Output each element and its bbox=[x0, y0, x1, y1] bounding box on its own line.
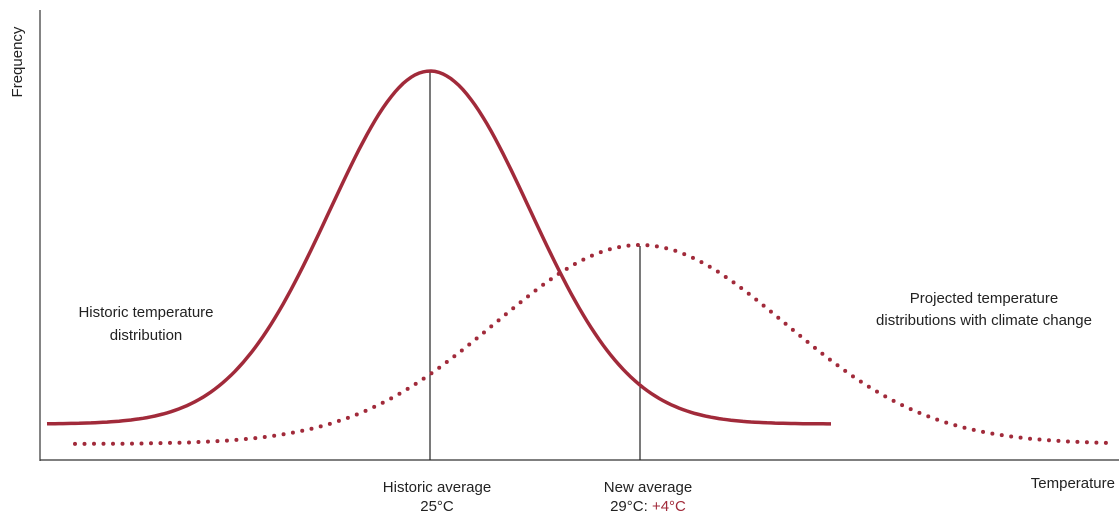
historic-label: distribution bbox=[110, 327, 183, 344]
projected-label: Projected temperature bbox=[910, 290, 1058, 307]
x-axis-label: Temperature bbox=[1031, 475, 1115, 492]
new-average-label: New average bbox=[604, 479, 692, 496]
new-average-value: 29°C: bbox=[610, 498, 648, 515]
historic-curve bbox=[46, 69, 831, 426]
historic-average-label: Historic average bbox=[383, 479, 491, 496]
y-axis-label: Frequency bbox=[9, 26, 26, 97]
historic-average-value: 25°C bbox=[420, 498, 454, 515]
projected-label: distributions with climate change bbox=[876, 312, 1092, 329]
temperature-change: +4°C bbox=[652, 498, 686, 515]
projected-curve bbox=[73, 243, 1117, 446]
historic-label: Historic temperature bbox=[78, 304, 213, 321]
new-average-value: 29°C: +4°C bbox=[610, 498, 686, 515]
